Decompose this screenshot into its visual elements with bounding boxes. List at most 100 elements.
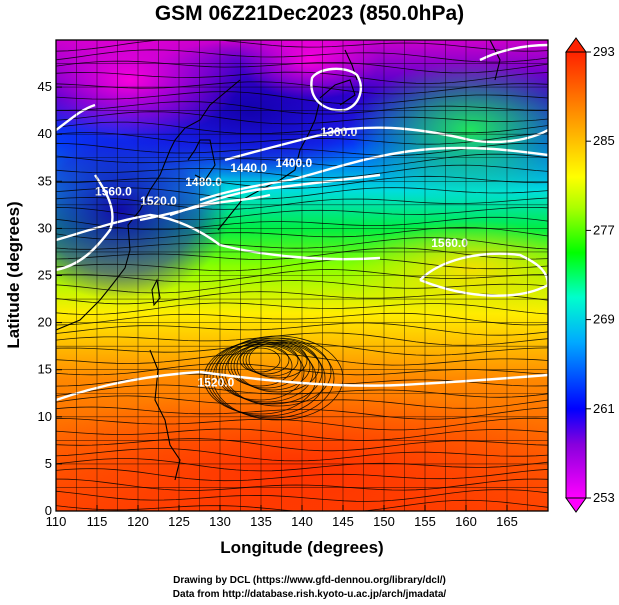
streamline — [56, 395, 548, 409]
x-tick-label: 130 — [209, 514, 231, 529]
streamline — [56, 49, 548, 63]
colorbar-tick-label: 253 — [593, 490, 615, 505]
contour-northeast — [479, 43, 548, 62]
y-tick-label: 40 — [38, 126, 52, 141]
contour-label: 1400.0 — [275, 156, 312, 170]
y-tick-label: 5 — [45, 456, 52, 471]
contour-1400 — [199, 146, 548, 202]
streamline — [56, 121, 548, 134]
x-tick-label: 115 — [87, 514, 108, 529]
colorbar-scale — [565, 51, 587, 499]
streamline — [56, 226, 548, 240]
contour-1560 — [56, 174, 114, 272]
colorbar-tick-label: 277 — [593, 222, 615, 237]
x-tick-label: 110 — [46, 514, 67, 529]
contour-1520-south — [56, 370, 548, 402]
y-tick-label: 30 — [38, 220, 52, 235]
streamline — [56, 489, 548, 502]
x-tick-label: 160 — [455, 514, 477, 529]
streamline — [56, 71, 548, 84]
contour-1440 — [169, 173, 381, 217]
x-tick-label: 145 — [332, 514, 354, 529]
y-tick-label: 15 — [38, 362, 52, 377]
coastline-korea — [187, 139, 216, 181]
colorbar-tick-label: 293 — [593, 44, 615, 59]
streamline — [56, 153, 548, 168]
chart-title: GSM 06Z21Dec2023 (850.0hPa) — [154, 2, 465, 25]
x-tick-label: 120 — [127, 514, 149, 529]
plot-area: 1360.01400.01440.01480.01520.01560.01520… — [56, 40, 548, 511]
y-axis-title: Latitude (degrees) — [4, 201, 23, 348]
streamline-eddy — [203, 341, 317, 415]
streamline-eddy — [239, 347, 281, 373]
streamline-eddy — [209, 337, 335, 419]
x-axis-ticks: 110 115 120 125 130 135 140 145 150 155 160 165 — [46, 505, 518, 529]
streamline-eddy — [206, 339, 326, 417]
colorbar-tick-label: 269 — [593, 312, 615, 327]
streamline — [56, 499, 548, 511]
contour-northwest — [56, 103, 96, 131]
x-tick-label: 140 — [291, 514, 313, 529]
y-tick-label: 45 — [38, 79, 52, 94]
colorbar-bottom-arrow — [565, 497, 587, 513]
y-tick-label: 35 — [38, 173, 52, 188]
streamline — [56, 438, 548, 452]
streamline — [56, 187, 548, 200]
credit-drawing: Drawing by DCL (https://www.gfd-dennou.o… — [173, 575, 446, 586]
streamline — [56, 417, 548, 431]
streamline — [56, 384, 548, 398]
contour-label: 1560.0 — [431, 236, 468, 250]
y-tick-label: 10 — [38, 409, 52, 424]
streamline-eddy — [215, 343, 305, 401]
streamline — [56, 468, 548, 482]
streamline — [56, 237, 548, 250]
streamline — [56, 197, 548, 210]
contour-1360 — [224, 126, 548, 162]
x-tick-label: 150 — [373, 514, 395, 529]
colorbar-top-arrow — [565, 37, 587, 53]
streamline — [56, 458, 548, 472]
coastline-hokkaido — [319, 79, 356, 106]
streamline — [56, 206, 548, 221]
streamline — [56, 322, 548, 336]
streamline — [56, 91, 548, 105]
wind-streamlines — [56, 40, 548, 511]
x-tick-label: 135 — [250, 514, 272, 529]
x-tick-label: 165 — [496, 514, 518, 529]
y-tick-label: 25 — [38, 268, 52, 283]
streamline — [56, 478, 548, 491]
streamline — [56, 132, 548, 145]
colorbar-tick-label: 285 — [593, 133, 615, 148]
streamline — [56, 111, 548, 125]
coldest-core-north — [240, 40, 380, 100]
colorbar-ticks: 253 261 269 277 285 293 — [586, 44, 615, 505]
credit-data-source: Data from http://database.rish.kyoto-u.a… — [172, 589, 447, 600]
coastline-kamchatka — [489, 40, 501, 81]
streamline — [56, 258, 548, 272]
streamline — [56, 81, 548, 95]
streamline — [56, 448, 548, 462]
contour-label: 1480.0 — [185, 175, 222, 189]
streamline — [56, 175, 548, 189]
streamline — [56, 280, 548, 294]
contour-label: 1440.0 — [230, 161, 267, 175]
contour-label: 1560.0 — [95, 184, 132, 198]
coastline-japan — [217, 99, 321, 231]
contour-1560-east — [419, 252, 548, 297]
y-axis-ticks: 0 5 10 15 20 25 30 35 40 45 — [38, 79, 62, 518]
streamline — [56, 164, 548, 178]
colorbar-tick-label: 261 — [593, 401, 615, 416]
y-tick-label: 20 — [38, 315, 52, 330]
y-tick-label: 0 — [45, 503, 52, 518]
streamline — [56, 101, 548, 115]
streamline — [56, 40, 548, 52]
streamline — [56, 312, 548, 326]
coastline-china — [56, 79, 241, 331]
x-tick-label: 125 — [168, 514, 190, 529]
streamline — [56, 406, 548, 420]
colorbar: 253 261 269 277 285 293 — [565, 37, 615, 513]
contour-label: 1520.0 — [198, 376, 235, 390]
streamline — [56, 302, 548, 315]
streamline — [56, 332, 548, 346]
